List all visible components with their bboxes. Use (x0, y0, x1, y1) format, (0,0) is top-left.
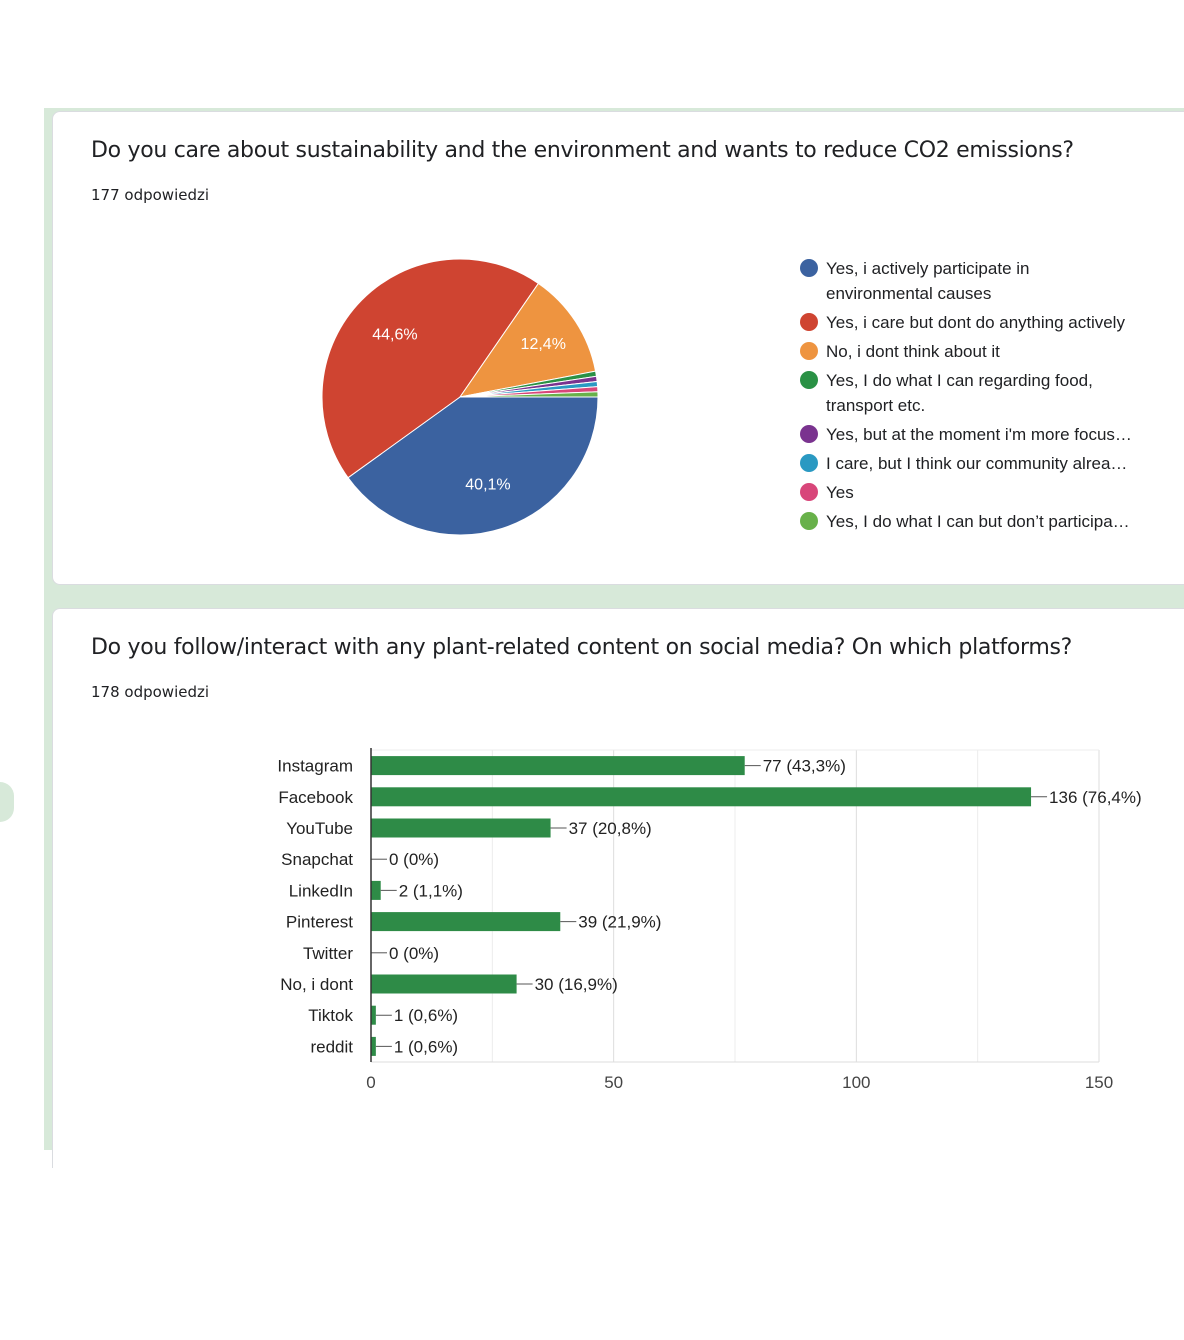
pie-slice (458, 282, 597, 398)
bar (371, 787, 1032, 807)
pie-chart: 40,1% 44,6% 12,4% Yes, i actively participa… (321, 258, 1132, 536)
pie-slice (459, 391, 599, 398)
slice-label: 12,4% (521, 336, 566, 353)
bar (371, 818, 551, 838)
category-label: YouTube (286, 819, 353, 838)
value-label: 1 (0,6%) (394, 1037, 458, 1056)
category-label: LinkedIn (289, 881, 353, 900)
question-title: Do you care about sustainability and the… (91, 138, 1074, 163)
value-label: 37 (20,8%) (569, 819, 652, 838)
response-count: 178 odpowiedzi (91, 683, 210, 701)
bar (371, 1036, 376, 1056)
x-tick-label: 0 (366, 1073, 375, 1092)
category-label: Facebook (278, 788, 353, 807)
legend-label: Yes, i actively participate in (826, 259, 1029, 278)
pie-slice (321, 258, 540, 479)
value-label: 39 (21,9%) (578, 913, 661, 932)
legend-dot-icon (800, 512, 818, 530)
legend-dot-icon (800, 483, 818, 501)
bar (371, 912, 561, 932)
category-label: Snapchat (281, 850, 353, 869)
legend-label: environmental causes (826, 284, 991, 303)
bar-chart: 0 50 100 150 Instagram 77 (43,3%) Facebook 136 … (277, 748, 1142, 1092)
category-label: No, i dont (280, 975, 353, 994)
category-label: Tiktok (308, 1006, 353, 1025)
slice-label: 40,1% (465, 477, 510, 494)
question-title: Do you follow/interact with any plant-re… (91, 635, 1073, 660)
question-card-social-media: Do you follow/interact with any plant-re… (52, 608, 1184, 1168)
legend-label: No, i dont think about it (826, 342, 1000, 361)
response-count: 177 odpowiedzi (91, 186, 210, 204)
x-tick-label: 100 (842, 1073, 870, 1092)
pie-slice (347, 396, 599, 536)
value-label: 1 (0,6%) (394, 1006, 458, 1025)
value-label: 0 (0%) (389, 944, 439, 963)
value-label: 2 (1,1%) (399, 881, 463, 900)
category-label: Instagram (277, 757, 353, 776)
legend-dot-icon (800, 371, 818, 389)
legend-dot-icon (800, 342, 818, 360)
bar (371, 756, 745, 776)
legend-dot-icon (800, 425, 818, 443)
value-label: 30 (16,9%) (535, 975, 618, 994)
question-card-sustainability: Do you care about sustainability and the… (52, 111, 1184, 585)
bar (371, 974, 517, 994)
category-label: Twitter (303, 944, 353, 963)
legend-dot-icon (800, 259, 818, 277)
legend-dot-icon (800, 313, 818, 331)
legend-label: Yes, but at the moment i'm more focus… (826, 425, 1132, 444)
legend-label: transport etc. (826, 396, 925, 415)
legend-label: Yes, I do what I can regarding food, (826, 371, 1093, 390)
legend-label: Yes (826, 483, 854, 502)
legend-dot-icon (800, 454, 818, 472)
value-label: 77 (43,3%) (763, 757, 846, 776)
value-label: 136 (76,4%) (1049, 788, 1142, 807)
x-tick-label: 150 (1085, 1073, 1113, 1092)
bar (371, 880, 381, 900)
bar (371, 1005, 376, 1025)
x-tick-label: 50 (604, 1073, 623, 1092)
category-label: Pinterest (286, 913, 353, 932)
side-tab (0, 782, 14, 822)
legend-label: Yes, i care but dont do anything activel… (826, 313, 1125, 332)
slice-label: 44,6% (372, 326, 417, 343)
legend-label: I care, but I think our community alrea… (826, 454, 1127, 473)
legend-label: Yes, I do what I can but don’t participa… (826, 512, 1130, 531)
value-label: 0 (0%) (389, 850, 439, 869)
category-label: reddit (310, 1037, 353, 1056)
